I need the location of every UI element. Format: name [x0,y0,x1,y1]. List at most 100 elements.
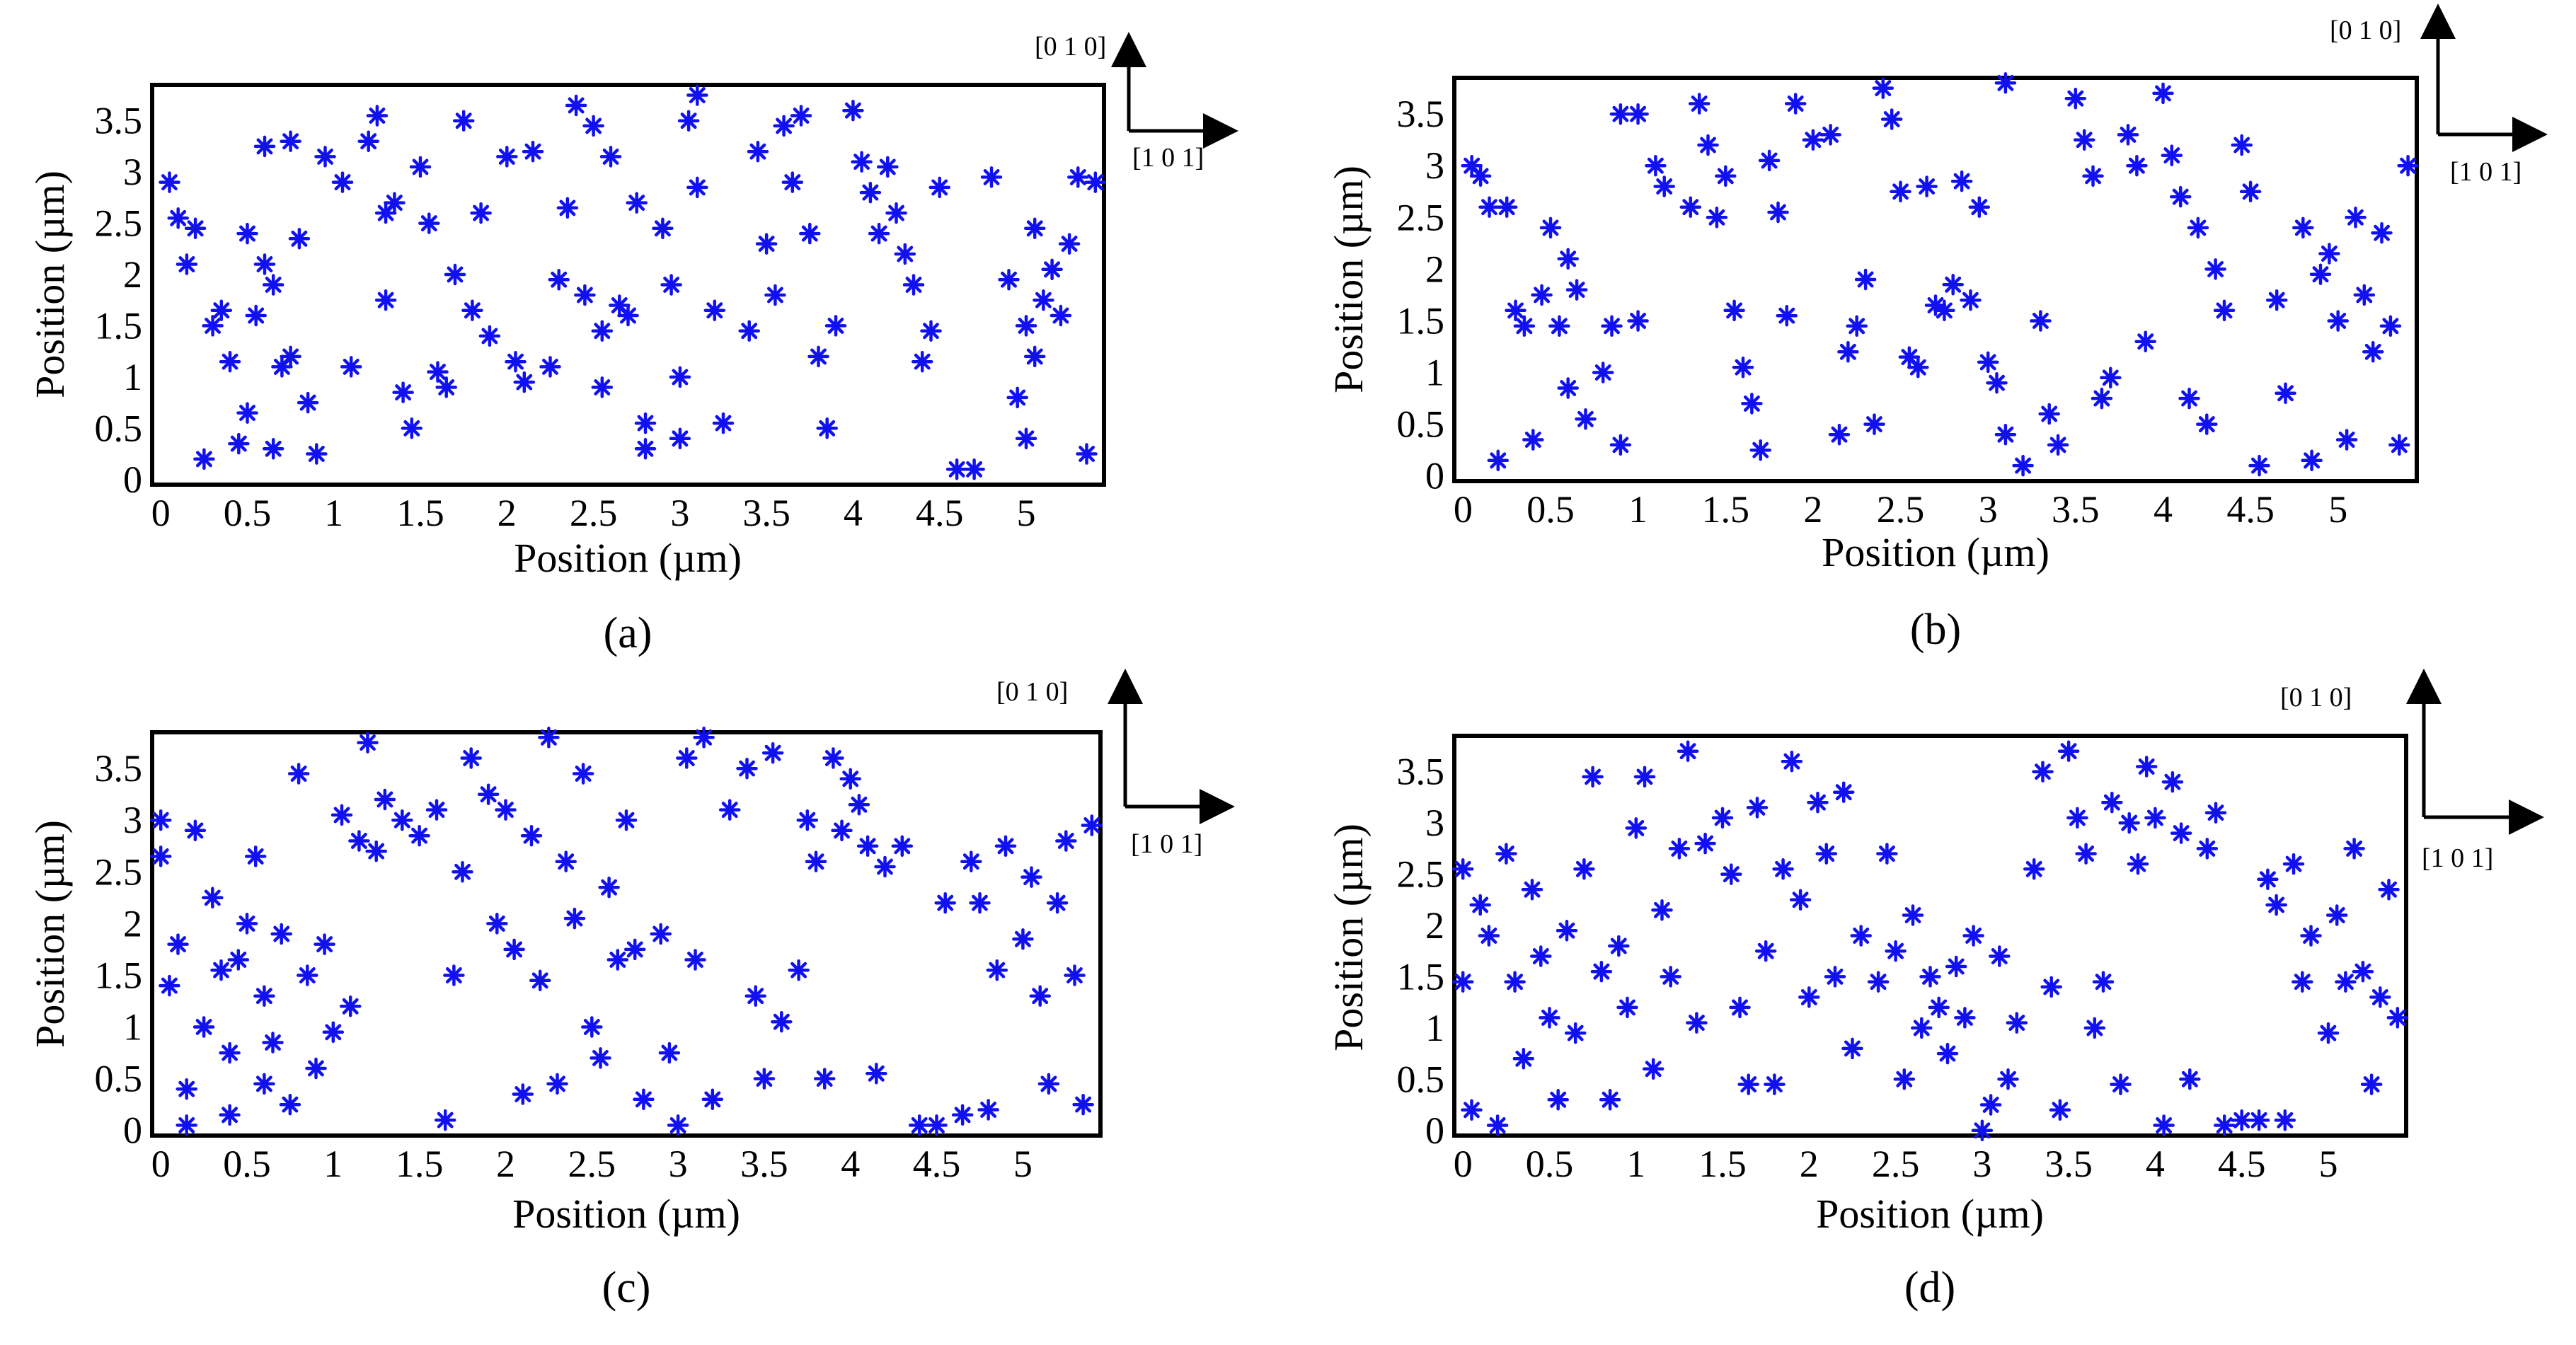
data-point [374,202,397,224]
data-point [848,794,870,816]
x-axis-label: Position (µm) [514,535,742,581]
data-point [2153,1114,2175,1136]
data-point [1023,345,1046,368]
panel-a: 0 0.5 1 1.5 2 2.5 3 3.5 4 4.5 5 0 0.5 1 1.5 2 2.5 3 3.5 P… [27,32,1238,657]
data-point [1971,1119,1994,1142]
data-point [486,913,508,935]
data-point [1076,443,1098,465]
data-point [744,985,766,1007]
data-point [2309,263,2332,285]
data-point [1732,356,1754,379]
data-point [512,1083,534,1105]
data-point [1950,170,1973,192]
data-point [842,99,864,122]
data-point [2292,217,2314,239]
data-point [1784,93,1807,115]
x-tick-labels: 0 0.5 1 1.5 2 2.5 3 3.5 4 4.5 5 [1454,488,2347,531]
data-point [1029,985,1051,1007]
data-point [2353,284,2376,306]
x-tick-label: 3.5 [2045,1143,2093,1185]
plot-frame [150,83,1106,487]
data-point [813,1068,836,1090]
data-point [824,315,847,337]
x-tick-label: 4 [2154,488,2173,531]
data-point [236,402,258,424]
data-point [2265,289,2288,311]
data-point [1660,966,1681,988]
x-tick-label: 0.5 [223,1143,271,1185]
data-point [2066,807,2088,829]
data-point [805,850,827,872]
data-point [928,176,950,199]
data-point [159,974,180,997]
y-tick-label: 0 [123,458,142,501]
x-tick-label: 1.5 [1698,1143,1747,1185]
data-point [288,228,311,250]
data-point [1668,838,1691,860]
data-point [1694,832,1716,855]
data-point [1741,393,1763,415]
data-point [2092,971,2115,993]
data-point [2371,221,2393,244]
data-point [176,1078,197,1100]
data-point [418,212,440,234]
data-point [1015,427,1037,450]
y-tick-label: 1 [123,1006,142,1049]
data-point [1642,1058,1664,1080]
x-tick-labels: 0 0.5 1 1.5 2 2.5 3 3.5 4 4.5 5 [151,492,1036,534]
data-point [1863,413,1885,435]
data-point [425,799,448,821]
data-point [2127,853,2149,875]
data-point [548,269,570,291]
data-point [1942,274,1964,296]
data-point [331,171,354,193]
data-point [2126,154,2148,177]
data-point [1994,72,2017,94]
data-point [159,171,180,193]
data-point [1880,108,1903,130]
data-point [374,788,396,811]
data-point [1677,740,1699,762]
data-point [617,304,639,327]
data-point [192,1016,215,1038]
data-point [796,809,819,831]
data-point [245,304,267,327]
data-point [1841,1037,1863,1060]
data-point [1608,935,1630,957]
data-point [738,320,760,342]
data-point [1832,781,1855,803]
data-point [2318,243,2340,265]
data-point [149,845,172,867]
data-point [2388,434,2410,456]
x-tick-label: 2.5 [570,492,618,534]
data-point [1582,766,1604,788]
data-point [1055,830,1077,852]
data-point [1547,1089,1569,1111]
data-point [2378,879,2400,901]
panel-caption: (b) [1910,606,1961,654]
data-point [2100,366,2122,389]
data-point [2335,971,2357,993]
data-point [902,274,925,296]
data-point [2064,87,2087,110]
data-point [1890,180,1911,203]
data-point [2379,315,2402,337]
data-point [1058,233,1081,255]
data-point [210,959,232,981]
data-point [2083,1017,2106,1039]
y-tick-label: 0.5 [1397,403,1445,446]
data-point [505,350,527,373]
data-point [851,151,873,173]
data-point [496,146,518,168]
x-tick-label: 4 [844,492,863,534]
data-point [934,891,956,914]
data-point [1505,299,1526,322]
x-tick-label: 1 [1626,1143,1645,1185]
y-axis-label: Position (µm) [27,820,73,1048]
data-point [1451,858,1474,880]
data-point [1033,289,1054,311]
data-point [2343,838,2365,860]
data-point [1807,791,1829,814]
data-point [279,1093,301,1116]
data-point [771,1010,793,1033]
